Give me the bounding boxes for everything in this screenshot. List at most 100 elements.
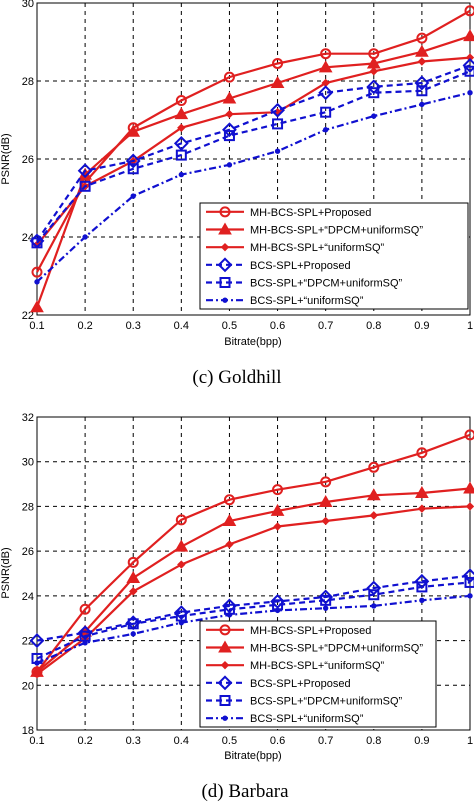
data-point [223,494,235,506]
data-point [320,476,332,488]
data-point [371,113,377,119]
data-point [225,540,234,549]
data-point [32,669,42,679]
legend-box [199,620,437,728]
series-1 [31,429,474,678]
data-point [222,513,237,526]
data-point [31,266,43,278]
x-tick-label: 0.6 [270,735,285,747]
caption-barbara: (d) Barbara [201,781,289,802]
data-point [419,101,425,108]
data-point [369,511,378,520]
series-line [36,91,471,283]
data-point [366,79,382,95]
data-point [369,67,378,76]
legend-marker [220,242,230,252]
series-line [36,581,471,660]
legend-label: BCS-SPL+Proposed [250,260,351,272]
data-point [415,486,429,499]
data-point [321,516,330,526]
y-tick-label: 22 [22,310,34,322]
axis-ticks-barbara: 0.1 0.2 0.3 0.4 0.5 0.6 0.7 0.8 0.9 1 18 20 22 24 26 28… [22,412,473,747]
legend-marker [222,715,228,721]
x-tick-label: 0.8 [366,320,381,332]
data-point [465,53,474,62]
data-point [126,570,141,583]
data-point [415,44,429,57]
data-point [318,60,333,73]
legend-entry: MH-BCS-SPL+Proposed [206,206,371,219]
series-line [36,70,471,244]
data-point [222,122,237,138]
series-line [36,433,471,673]
x-axis-label-barbara: Bitrate(bpp) [224,750,281,762]
y-axis-label-barbara: PSNR(dB) [0,547,12,598]
data-point [274,607,281,614]
data-point [226,162,233,168]
x-tick-label: 0.4 [174,320,189,332]
data-point [129,587,138,596]
data-point [130,631,136,637]
legend-entry: BCS-SPL+“uniformSQ” [206,295,364,307]
data-point [173,135,189,151]
chart-barbara: 0.1 0.2 0.3 0.4 0.5 0.6 0.7 0.8 0.9 1 18 20 22 24 26 28… [0,412,474,802]
data-point [318,494,333,507]
legend-box [199,202,469,310]
series-line [36,594,471,664]
data-point [416,581,428,593]
x-tick-label: 0.3 [126,320,141,332]
data-point [177,123,186,133]
data-point [320,48,332,60]
y-tick-label: 28 [22,501,34,513]
legend-label: BCS-SPL+“DPCM+uniformSQ” [250,696,403,708]
y-tick-label: 24 [22,591,34,603]
x-tick-label: 0.1 [29,735,44,747]
data-point [272,484,284,496]
data-point [366,488,381,501]
y-axis-label-goldhill: PSNR(dB) [0,133,12,184]
series-line [36,574,471,642]
data-point [416,32,428,44]
legend-marker [220,660,230,670]
plot-area-goldhill [36,2,471,316]
legend-label: MH-BCS-SPL+“uniformSQ” [250,242,385,254]
data-point [270,75,285,88]
data-point [222,91,237,104]
legend-entry: MH-BCS-SPL+Proposed [206,624,371,637]
data-point [175,95,187,106]
x-tick-label: 0.6 [270,320,285,332]
legend-label: MH-BCS-SPL+“DPCM+uniformSQ” [250,643,423,655]
data-point [270,102,285,118]
legend-entry: MH-BCS-SPL+“uniformSQ” [206,242,385,254]
data-point [462,568,474,584]
data-point [270,503,285,516]
legend-entry: BCS-SPL+“DPCM+uniformSQ” [206,277,403,290]
x-tick-label: 0.5 [222,320,237,332]
y-tick-label: 28 [22,76,34,88]
data-point [126,124,141,137]
y-tick-label: 26 [22,546,34,558]
data-point [416,447,428,459]
data-point [175,149,187,161]
legend-entry: MH-BCS-SPL+“DPCM+uniformSQ” [206,222,423,237]
data-point [464,576,474,588]
data-point [223,130,235,142]
x-tick-label: 0.9 [414,735,429,747]
data-point [127,163,139,175]
legend-marker [218,222,232,235]
data-point [174,539,189,552]
data-point [322,605,329,611]
x-tick-label: 0.8 [366,735,381,747]
data-point [34,279,40,285]
data-point [127,618,139,630]
series-6 [34,90,473,285]
x-tick-label: 0.5 [222,735,237,747]
series-line [36,505,471,675]
data-point [130,193,136,199]
legend-entry: MH-BCS-SPL+“DPCM+uniformSQ” [206,640,423,655]
data-point [320,594,332,606]
y-tick-label: 32 [22,412,34,424]
data-point [464,5,474,17]
